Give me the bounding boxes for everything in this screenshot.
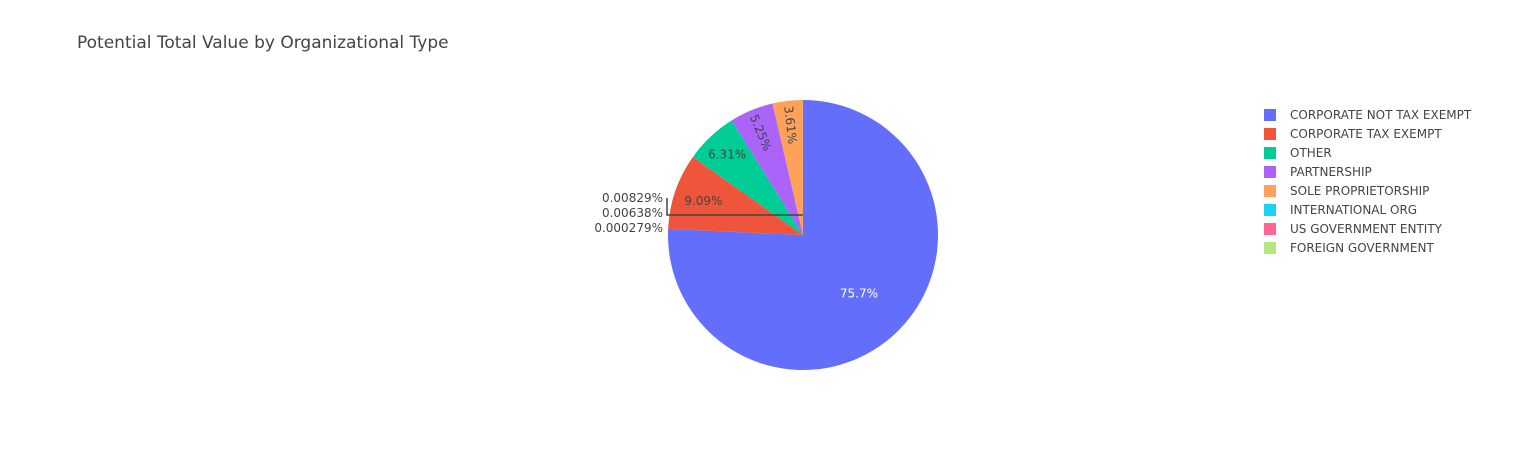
pie-percent-label-outside: 0.00829% — [602, 191, 663, 205]
pie-slices — [667, 100, 938, 370]
legend-item-partnership[interactable]: PARTNERSHIP — [1264, 162, 1524, 181]
pie-leader-lines — [666, 198, 803, 216]
legend-label: FOREIGN GOVERNMENT — [1290, 240, 1434, 255]
pie-leader-line — [666, 198, 803, 216]
legend-item-corporate-tax-exempt[interactable]: CORPORATE TAX EXEMPT — [1264, 124, 1524, 143]
pie-slice-other[interactable] — [692, 120, 803, 235]
pie-slice-partnership[interactable] — [731, 103, 803, 235]
pie-percent-label: 9.09% — [684, 194, 722, 208]
legend-label: OTHER — [1290, 145, 1332, 160]
legend-label: PARTNERSHIP — [1290, 164, 1372, 179]
pie-percent-label-outside: 0.00638% — [602, 206, 663, 220]
pie-percent-label: 75.7% — [840, 287, 878, 301]
legend-item-sole-proprietorship[interactable]: SOLE PROPRIETORSHIP — [1264, 181, 1524, 200]
legend-swatch — [1264, 165, 1276, 178]
legend-item-international-org[interactable]: INTERNATIONAL ORG — [1264, 200, 1524, 219]
legend-swatch — [1264, 127, 1276, 140]
legend-swatch — [1264, 108, 1276, 121]
legend-label: SOLE PROPRIETORSHIP — [1290, 183, 1430, 198]
legend-swatch — [1264, 222, 1276, 235]
legend-swatch — [1264, 146, 1276, 159]
legend-swatch — [1264, 203, 1276, 216]
legend: CORPORATE NOT TAX EXEMPT CORPORATE TAX EX… — [1264, 105, 1524, 257]
legend-item-us-government-entity[interactable]: US GOVERNMENT ENTITY — [1264, 219, 1524, 238]
legend-label: CORPORATE NOT TAX EXEMPT — [1290, 107, 1472, 122]
pie-percent-label: 3.61% — [781, 105, 799, 144]
legend-item-foreign-government[interactable]: FOREIGN GOVERNMENT — [1264, 238, 1524, 257]
pie-percent-label: 6.31% — [708, 147, 746, 161]
legend-label: US GOVERNMENT ENTITY — [1290, 221, 1442, 236]
legend-label: INTERNATIONAL ORG — [1290, 202, 1418, 217]
chart-title: Potential Total Value by Organizational … — [77, 33, 449, 53]
legend-swatch — [1264, 184, 1276, 197]
legend-item-other[interactable]: OTHER — [1264, 143, 1524, 162]
pie-slice-sole-proprietorship[interactable] — [772, 100, 803, 235]
legend-swatch — [1264, 241, 1276, 254]
pie-slice-corporate-not-tax-exempt[interactable] — [667, 100, 938, 370]
legend-label: CORPORATE TAX EXEMPT — [1290, 126, 1442, 141]
pie-percent-label-outside: 0.000279% — [594, 221, 663, 235]
legend-item-corporate-not-tax-exempt[interactable]: CORPORATE NOT TAX EXEMPT — [1264, 105, 1524, 124]
